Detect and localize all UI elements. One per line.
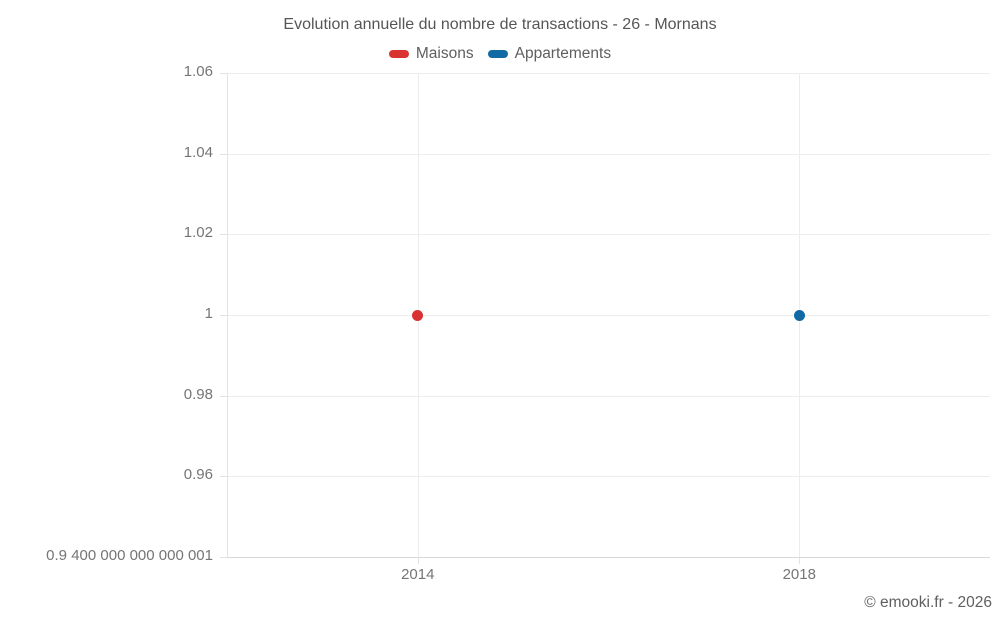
data-point-maisons [412,309,424,321]
y-axis-tick [220,73,227,74]
chart-legend: Maisons Appartements [0,45,1000,63]
legend-item-appartements[interactable]: Appartements [487,45,612,63]
y-axis-tick [220,476,227,478]
y-axis-tick [220,395,227,397]
x-axis-tick [417,557,419,564]
y-axis-label: 1.02 [183,224,213,242]
legend-label: Maisons [415,45,474,62]
legend-swatch-appartements [487,50,508,58]
chart-title: Evolution annuelle du nombre de transact… [283,16,717,33]
copyright-label: © emooki.fr - 2026 [864,594,992,611]
y-axis-label: 1.06 [183,63,213,80]
y-axis-line [227,73,228,557]
legend-item-maisons[interactable]: Maisons [388,45,474,63]
y-axis-label: 1.04 [183,143,213,161]
y-gridline [227,73,990,74]
x-axis-line [227,557,990,558]
x-axis-tick [799,557,801,564]
x-axis-label: 2014 [401,566,435,583]
y-gridline [227,476,990,478]
y-gridline [227,234,990,236]
y-axis-tick [220,315,227,316]
y-gridline [227,315,990,316]
y-gridline [227,153,990,155]
y-axis-label: 0.98 [183,385,213,403]
legend-swatch-maisons [388,50,409,58]
y-axis-tick [220,234,227,236]
y-axis-label: 0.96 [183,466,213,484]
legend-label: Appartements [514,45,612,62]
y-axis-label: 0.9 400 000 000 000 001 [46,547,213,564]
y-axis-tick [220,557,227,558]
y-axis-label: 1 [204,305,213,322]
y-gridline [227,395,990,397]
y-axis-tick [220,153,227,155]
data-point-appartements [793,309,805,321]
x-axis-label: 2018 [782,566,816,583]
